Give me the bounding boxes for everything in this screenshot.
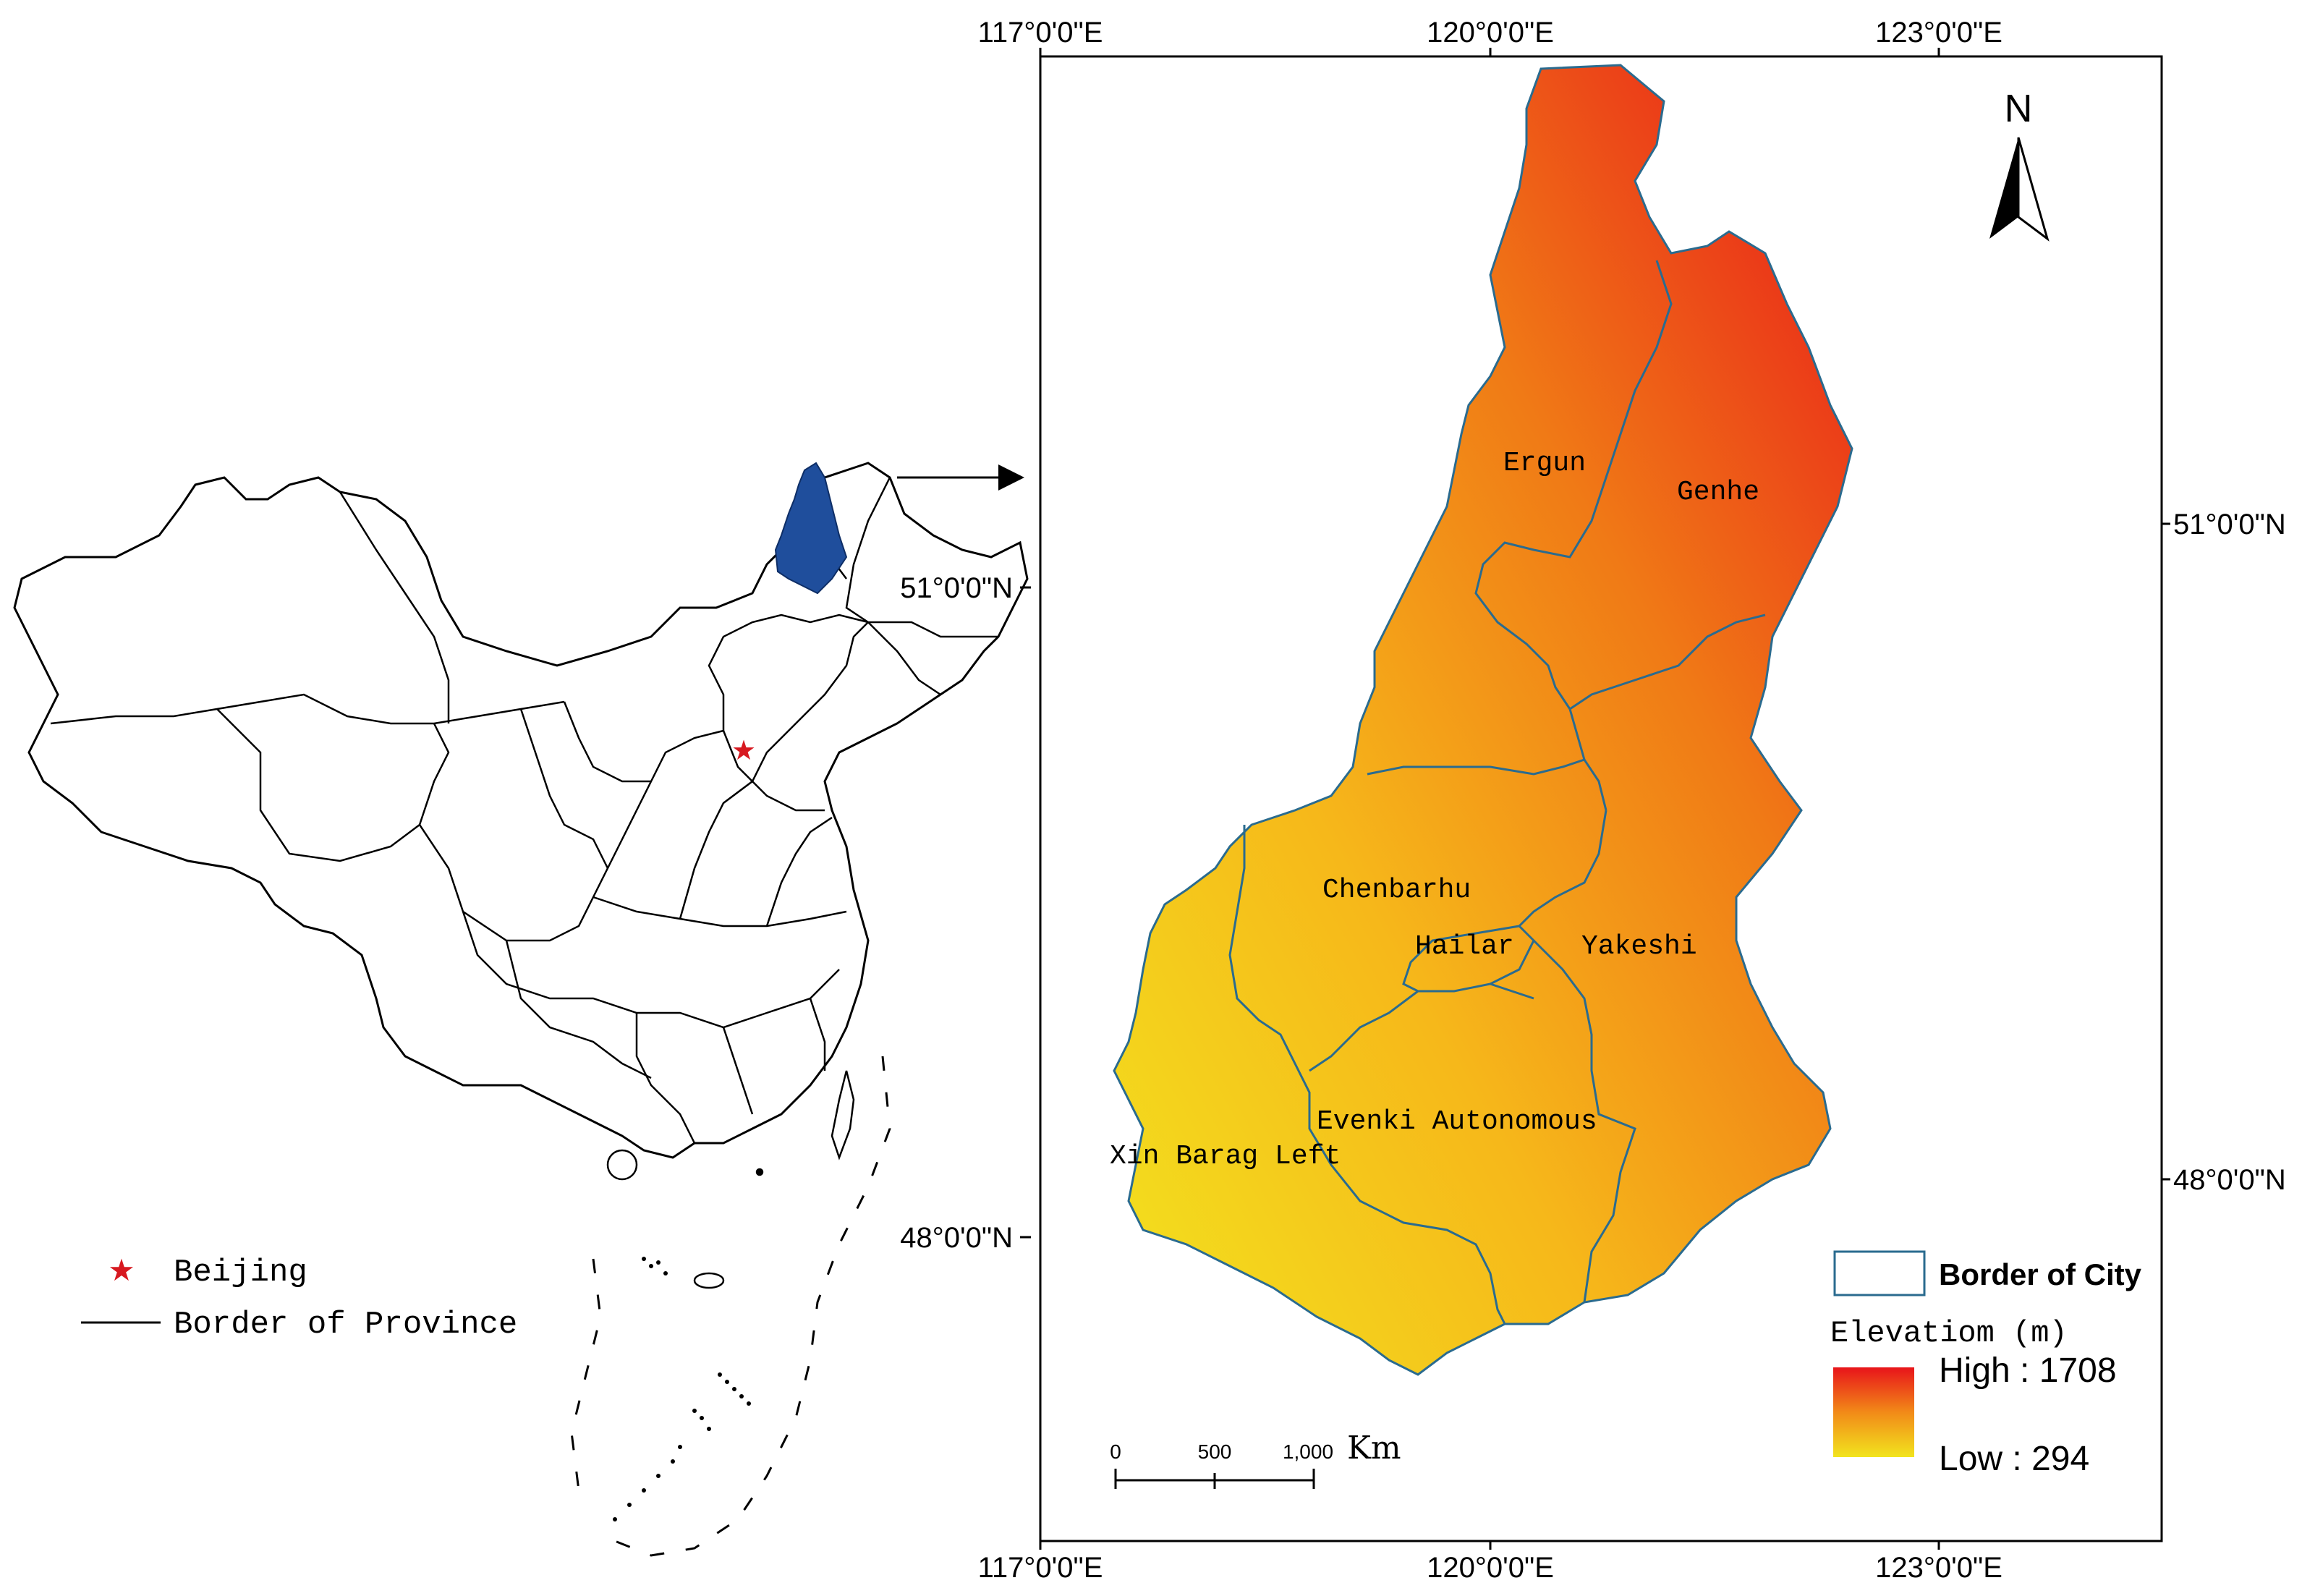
lon-label-top-3: 123°0'0"E [1875, 17, 2002, 48]
north-arrow: N [1989, 87, 2050, 242]
province-borders [50, 477, 998, 1144]
china-outline [13, 462, 1029, 1159]
scale-tick-500: 500 [1198, 1440, 1232, 1463]
china-lat-label-bottom: 48°0'0"N [900, 1222, 1013, 1254]
hulunbuir-highlight [774, 462, 848, 595]
lat-label-right-2: 48°0'0"N [2173, 1164, 2286, 1196]
hulunbuir-elevation-area [1113, 64, 1853, 1376]
legend-high-label: High : 1708 [1939, 1351, 2117, 1390]
region-labels: Ergun Genhe Chenbarhu Hailar Yakeshi Eve… [1110, 448, 1759, 1172]
scale-unit: Km [1347, 1430, 1401, 1466]
beijing-star-icon: ★ [731, 736, 756, 766]
legend-elevation-title: Elevatiom (m) [1830, 1316, 2068, 1351]
lon-label-top-2: 120°0'0"E [1427, 17, 1554, 48]
north-arrow-icon [1989, 137, 2018, 239]
north-arrow-label: N [2005, 87, 2033, 130]
legend-border-label: Border of Province [174, 1307, 517, 1343]
region-label-xin-barag-left: Xin Barag Left [1110, 1141, 1341, 1172]
elevation-legend: Border of City Elevatiom (m) High : 1708… [1830, 1250, 2142, 1478]
lon-label-bottom-3: 123°0'0"E [1875, 1552, 2002, 1584]
legend-city-border-swatch [1833, 1250, 1926, 1296]
china-overview-map: ★ 51°0'0"N 48°0'0"N ★ Beijing Border of … [13, 462, 1031, 1557]
graticule-ticks [1039, 48, 2170, 1550]
detail-map: 117°0'0"E 120°0'0"E 123°0'0"E 117°0'0"E … [978, 17, 2286, 1584]
scale-bar: 0 500 1,000 Km [1110, 1430, 1401, 1489]
legend-low-label: Low : 294 [1939, 1440, 2089, 1478]
scale-tick-0: 0 [1110, 1440, 1121, 1463]
lat-label-right-1: 51°0'0"N [2173, 509, 2286, 540]
region-label-ergun: Ergun [1503, 448, 1586, 479]
region-label-genhe: Genhe [1677, 477, 1759, 508]
legend-star-icon: ★ [108, 1253, 135, 1287]
legend-city-border-label: Border of City [1939, 1257, 2142, 1291]
lon-label-bottom-2: 120°0'0"E [1427, 1552, 1554, 1584]
lon-label-bottom-1: 117°0'0"E [978, 1552, 1103, 1584]
region-label-yakeshi: Yakeshi [1581, 931, 1697, 962]
region-label-chenbarhu: Chenbarhu [1322, 875, 1471, 906]
china-lat-label-top: 51°0'0"N [900, 572, 1013, 604]
region-label-evenki: Evenki Autonomous [1317, 1106, 1597, 1137]
nine-dash-line [570, 1056, 891, 1557]
region-label-hailar: Hailar [1415, 931, 1514, 962]
legend-elevation-ramp [1833, 1367, 1914, 1457]
city-borders [1228, 260, 1766, 1325]
legend-beijing-label: Beijing [174, 1255, 307, 1291]
islands [606, 1070, 855, 1289]
south-china-sea-islands [613, 1257, 751, 1521]
scale-tick-1000: 1,000 [1283, 1440, 1333, 1463]
lon-label-top-1: 117°0'0"E [978, 17, 1103, 48]
